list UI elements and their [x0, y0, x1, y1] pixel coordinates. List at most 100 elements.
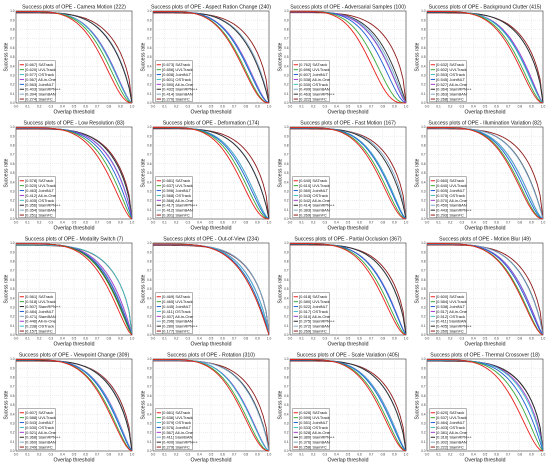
x-tick-label: 0.6 [220, 221, 225, 225]
legend-entry: [0.567] All-in-One [162, 430, 194, 435]
y-tick-label: 0.2 [421, 83, 426, 87]
x-tick-label: 0.1 [25, 337, 30, 341]
x-tick-label: 0.3 [49, 453, 54, 457]
legend-entry: [0.538] JointNLT [436, 304, 466, 309]
legend-entry: [0.567] All-in-One [25, 77, 57, 82]
legend-entry: [0.446] All-in-One [25, 319, 57, 324]
legend-entry: [0.681] SATrack [162, 178, 190, 183]
x-tick-label: 0.3 [460, 221, 465, 225]
legend-entry: [0.561] SATrack [25, 294, 53, 299]
x-tick-label: 1.0 [541, 453, 546, 457]
y-tick-label: 0.6 [147, 46, 152, 50]
y-tick-label: 0.7 [147, 269, 152, 273]
chart-panel: Success plots of OPE - Rotation (310) 0.0… [141, 353, 272, 464]
legend-entry: [0.533] OSTrack [299, 425, 328, 430]
y-axis-label: Success rate [4, 390, 10, 419]
legend-entry: [0.545] JointNLT [436, 77, 466, 82]
y-axis-label: Success rate [278, 158, 284, 187]
x-tick-label: 0.1 [25, 221, 30, 225]
series-line-siamfc [427, 128, 544, 220]
x-tick-label: 0.6 [220, 105, 225, 109]
legend-entry: [0.673] SATrack [162, 62, 190, 67]
series-line-satrack [16, 359, 133, 452]
legend-entry: [0.157] SiamFC [25, 328, 53, 333]
legend-entry: [0.412] SiamBAN [162, 208, 193, 213]
x-tick-label: 0.7 [95, 337, 100, 341]
x-tick-label: 0.6 [494, 221, 499, 225]
x-tick-label: 0.2 [448, 105, 453, 109]
y-tick-label: 0.1 [284, 92, 289, 96]
y-axis-label: Success rate [415, 158, 421, 187]
chart-panel: Success plots of OPE - Partial Occlusion… [278, 237, 409, 348]
legend-entry: [0.356] SiamRPN++ [25, 203, 61, 208]
legend-entry: [0.580] UVLTrack [299, 299, 330, 304]
x-tick-label: 0.6 [83, 337, 88, 341]
x-tick-label: 0.4 [334, 337, 339, 341]
x-tick-label: 1.0 [130, 221, 135, 225]
chart-panel: Success plots of OPE - Viewpoint Change … [4, 353, 135, 464]
y-tick-label: 0.0 [10, 217, 15, 221]
x-tick-label: 0.5 [209, 453, 214, 457]
x-tick-label: 0.5 [209, 221, 214, 225]
legend-entry: [0.403] SiamRPN++ [25, 87, 61, 92]
chart-title: Success plots of OPE - Rotation (310) [167, 353, 255, 359]
x-tick-label: 0.7 [506, 337, 511, 341]
x-tick-label: 0.4 [60, 221, 65, 225]
y-tick-label: 0.9 [147, 134, 152, 138]
x-axis-label: Overlap threshold [191, 458, 232, 464]
legend-box [155, 60, 193, 102]
y-tick-label: 0.9 [284, 366, 289, 370]
x-tick-label: 0.1 [436, 105, 441, 109]
x-tick-label: 0.8 [518, 221, 523, 225]
x-tick-label: 0.1 [25, 105, 30, 109]
y-tick-label: 1.0 [421, 125, 426, 129]
y-tick-label: 0.4 [10, 412, 15, 416]
legend-entry: [0.269] SiamFC [299, 328, 327, 333]
x-tick-label: 0.6 [357, 453, 362, 457]
y-tick-label: 0.2 [10, 199, 15, 203]
x-tick-label: 0.3 [460, 453, 465, 457]
x-tick-label: 0.8 [244, 337, 249, 341]
y-tick-label: 0.4 [10, 296, 15, 300]
y-tick-label: 0.6 [421, 46, 426, 50]
x-tick-label: 0.1 [162, 337, 167, 341]
legend-entry: [0.463] SiamRPN++ [299, 92, 335, 97]
x-tick-label: 0.8 [518, 337, 523, 341]
x-axis-label: Overlap threshold [465, 226, 506, 232]
x-tick-label: 0.8 [107, 221, 112, 225]
y-tick-label: 0.8 [421, 260, 426, 264]
x-tick-label: 1.0 [130, 105, 135, 109]
chart-panel: Success plots of OPE - Adversarial Sampl… [278, 5, 409, 116]
legend-entry: [0.517] All-in-One [436, 309, 468, 314]
y-tick-label: 0.2 [284, 315, 289, 319]
legend-entry: [0.400] SiamRPN++ [162, 440, 198, 445]
y-tick-label: 0.2 [421, 431, 426, 435]
legend-entry: [0.522] JointNLT [299, 304, 329, 309]
x-tick-label: 0.3 [323, 221, 328, 225]
legend-entry: [0.445] JointNLT [162, 304, 192, 309]
y-tick-label: 0.0 [10, 101, 15, 105]
x-tick-label: 0.0 [288, 105, 293, 109]
legend-entry: [0.660] SATrack [436, 178, 464, 183]
y-tick-label: 0.8 [10, 28, 15, 32]
x-axis-label: Overlap threshold [328, 226, 369, 232]
x-tick-label: 0.9 [118, 221, 123, 225]
legend-box [18, 292, 56, 334]
y-axis-label: Success rate [4, 274, 10, 303]
y-tick-label: 0.6 [421, 394, 426, 398]
legend-entry: [0.626] SATrack [299, 410, 327, 415]
legend-entry: [0.407] All-in-One [162, 314, 194, 319]
x-tick-label: 0.3 [323, 337, 328, 341]
y-tick-label: 0.9 [421, 134, 426, 138]
chart-title: Success plots of OPE - Camera Motion (22… [22, 5, 126, 11]
y-tick-label: 0.1 [284, 208, 289, 212]
y-tick-label: 0.2 [10, 431, 15, 435]
series-line-satrack [16, 127, 133, 220]
chart-panel: Success plots of OPE - Illumination Vari… [415, 121, 546, 232]
x-tick-label: 0.0 [425, 221, 430, 225]
y-tick-label: 1.0 [147, 125, 152, 129]
y-tick-label: 0.0 [284, 217, 289, 221]
x-tick-label: 0.5 [483, 221, 488, 225]
y-tick-label: 0.2 [147, 83, 152, 87]
legend-entry: [0.640] SATrack [299, 178, 327, 183]
